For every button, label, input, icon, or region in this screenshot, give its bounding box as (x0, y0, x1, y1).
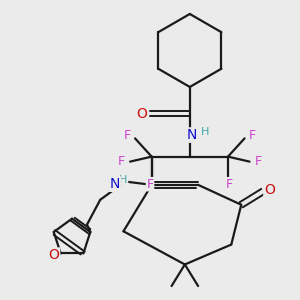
Text: H: H (201, 128, 209, 137)
Text: N: N (110, 177, 120, 191)
Text: F: F (124, 129, 131, 142)
Text: H: H (119, 175, 128, 185)
Text: F: F (118, 155, 125, 168)
Text: F: F (248, 129, 255, 142)
Text: O: O (264, 183, 275, 197)
Text: F: F (226, 178, 233, 191)
Text: N: N (186, 128, 197, 142)
Text: F: F (146, 178, 154, 191)
Text: O: O (49, 248, 59, 262)
Text: F: F (254, 155, 261, 168)
Text: O: O (136, 106, 147, 121)
